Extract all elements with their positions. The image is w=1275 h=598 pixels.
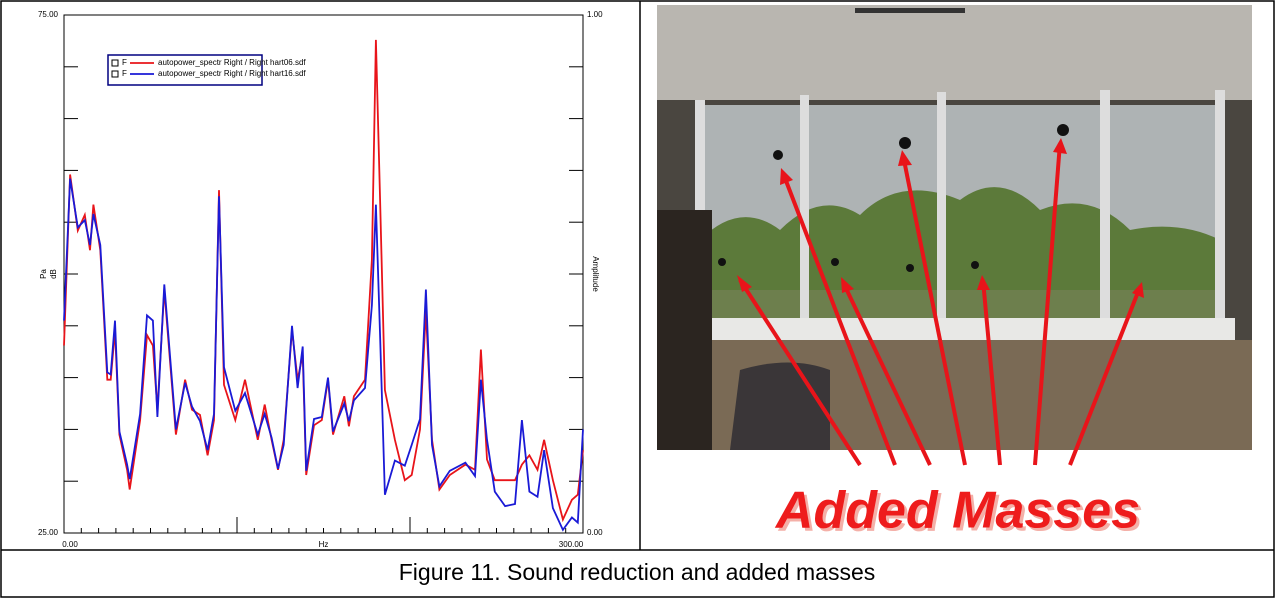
caption: Figure 11. Sound reduction and added mas… <box>399 559 876 585</box>
y2-tick-label: 0.00 <box>587 528 603 537</box>
legend-flag: F <box>122 58 127 67</box>
legend-checkbox <box>111 70 119 78</box>
x-tick-label: 300.00 <box>559 540 584 549</box>
photo-annotation: Added Masses <box>774 482 1140 540</box>
y-tick-label: 25.00 <box>38 528 59 537</box>
y-axis-label: Pa <box>39 269 48 279</box>
legend-box <box>107 54 263 86</box>
legend-flag: F <box>122 69 127 78</box>
x-axis-label: Hz <box>319 540 329 549</box>
x-tick-label: 0.00 <box>62 540 78 549</box>
photo: Added Masses Added Masses <box>657 5 1252 543</box>
y-axis-label: dB <box>49 269 58 279</box>
series-line <box>63 39 584 523</box>
series-line <box>63 178 584 532</box>
y2-axis-label: Amplitude <box>591 256 600 292</box>
legend-label: autopower_spectr Right / Right hart06.sd… <box>158 58 306 67</box>
y2-tick-label: 1.00 <box>587 10 603 19</box>
plot-frame <box>63 14 584 534</box>
legend-label: autopower_spectr Right / Right hart16.sd… <box>158 69 306 78</box>
annotation-shadow: Added Masses <box>777 485 1143 543</box>
y-tick-label: 75.00 <box>38 10 59 19</box>
legend-checkbox <box>111 59 119 67</box>
